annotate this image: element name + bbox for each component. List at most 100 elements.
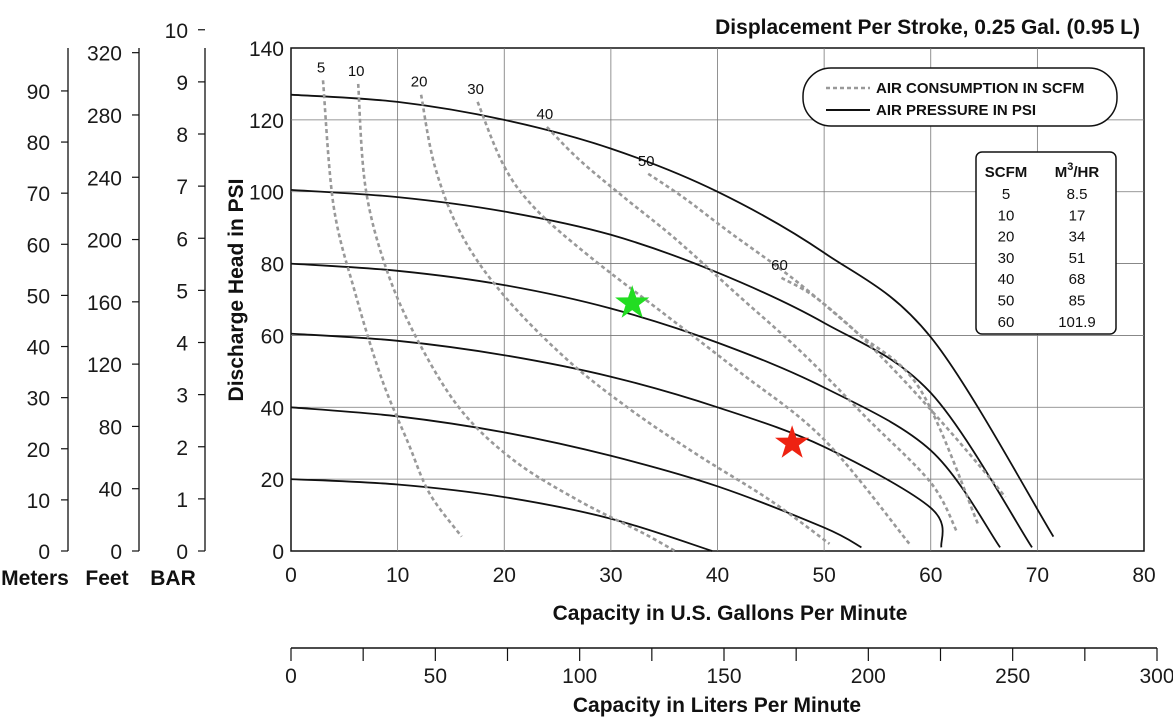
x-tick-label: 10 [386,564,409,587]
red-star-marker [775,425,810,458]
x-tick-label: 0 [285,564,297,587]
y-tick-label: 60 [261,325,284,348]
consumption-curve-label: 20 [411,74,428,91]
y-tick-label: 140 [249,38,284,61]
y-tick-label: 100 [249,182,284,205]
left-scale-tick-label: 90 [27,81,50,104]
x-axis-title: Capacity in U.S. Gallons Per Minute [553,602,908,625]
consumption-curve-label: 30 [467,81,484,98]
table-cell-scfm: 50 [998,293,1015,310]
table-header-scfm: SCFM [985,164,1028,181]
liters-tick-label: 200 [851,665,886,688]
air-pressure-curves [290,93,1055,552]
pressure-curve [290,189,1033,548]
table-cell-scfm: 40 [998,271,1015,288]
left-scale-tick-label: 40 [27,337,50,360]
left-scale-tick-label: 8 [176,124,188,147]
left-scale-tick-label: 50 [27,285,50,308]
left-scale-title: Feet [85,567,128,590]
left-scale-tick-label: 9 [176,72,188,95]
left-scale-tick-label: 120 [87,354,122,377]
table-cell-m3hr: 8.5 [1067,186,1088,203]
table-box [975,151,1117,335]
chart-title: Displacement Per Stroke, 0.25 Gal. (0.95… [715,16,1140,39]
left-scale-title: Meters [1,567,69,590]
left-scale-tick-label: 5 [176,280,188,303]
table-cell-m3hr: 68 [1069,271,1086,288]
pressure-curve [290,478,713,552]
left-scale-tick-label: 30 [27,388,50,411]
y-axis-title: Discharge Head in PSI [225,179,248,402]
table-cell-m3hr: 101.9 [1058,314,1096,331]
left-scale-tick-label: 80 [99,416,122,439]
consumption-curve-label: 40 [537,106,554,123]
left-scale-tick-label: 0 [110,541,122,564]
table-cell-m3hr: 34 [1069,229,1086,246]
consumption-curve [356,83,676,553]
markers [615,285,810,458]
left-scale-tick-label: 70 [27,183,50,206]
left-scale-title: BAR [150,567,196,590]
air-consumption-curves: 5 10 20 30 40 50 60 [317,59,1007,553]
legend-box [802,67,1118,127]
x-tick-label: 20 [493,564,516,587]
left-scale-tick-label: 6 [176,228,188,251]
left-scale-tick-label: 4 [176,333,188,356]
table-cell-m3hr: 17 [1069,207,1086,224]
green-star-marker [615,285,650,318]
consumption-curve-label: 50 [638,153,655,170]
left-scale-tick-label: 60 [27,234,50,257]
y-tick-label: 40 [261,397,284,420]
left-scale-tick-label: 7 [176,176,188,199]
consumption-curve [647,172,980,527]
consumption-curve-label: 5 [317,59,325,76]
left-scale-tick-label: 40 [99,479,122,502]
left-scale-tick-label: 1 [176,489,188,512]
liters-tick-label: 250 [995,665,1030,688]
x-tick-label: 80 [1132,564,1155,587]
consumption-curve [476,101,911,545]
table-header-m3hr: M3/HR [1055,161,1100,181]
left-scale-tick-label: 3 [176,385,188,408]
left-scale-tick-label: 10 [165,20,188,43]
y-tick-label: 0 [272,541,284,564]
y-tick-label: 120 [249,110,284,133]
left-scale-tick-label: 280 [87,105,122,128]
left-scale-tick-label: 160 [87,292,122,315]
liters-tick-label: 300 [1139,665,1173,688]
table-cell-scfm: 5 [1002,186,1010,203]
legend-entry-air-pressure: AIR PRESSURE IN PSI [876,102,1036,119]
left-scale-tick-label: 10 [27,490,50,513]
left-scale-tick-label: 80 [27,132,50,155]
consumption-curve [419,94,831,545]
y-tick-label: 20 [261,469,284,492]
left-scale-tick-label: 2 [176,437,188,460]
table-cell-m3hr: 85 [1069,293,1086,310]
consumption-curve [780,276,1007,498]
x-tick-label: 70 [1026,564,1049,587]
consumption-curve-label: 10 [348,63,365,80]
liters-tick-label: 100 [562,665,597,688]
secondary-x-axis-title: Capacity in Liters Per Minute [573,694,861,717]
consumption-curve-label: 60 [771,257,788,274]
legend-entry-air-consumption: AIR CONSUMPTION IN SCFM [876,80,1084,97]
x-tick-label: 40 [706,564,729,587]
table-cell-m3hr: 51 [1069,250,1086,267]
x-tick-label: 50 [812,564,835,587]
pressure-curve [290,262,1001,548]
table-cell-scfm: 30 [998,250,1015,267]
left-scale-tick-label: 0 [176,541,188,564]
left-scale-tick-label: 320 [87,43,122,66]
left-scale-tick-label: 20 [27,439,50,462]
liters-tick-label: 50 [424,665,447,688]
liters-tick-label: 150 [706,665,741,688]
left-scale-tick-label: 240 [87,167,122,190]
table-cell-scfm: 10 [998,207,1015,224]
legend: AIR CONSUMPTION IN SCFM AIR PRESSURE IN … [802,67,1118,127]
scfm-conversion-table: SCFM M3/HR 5 8.5 10 17 20 34 30 51 40 68 50 85 60 101… [975,151,1117,335]
pressure-curve [290,93,1055,538]
x-tick-label: 60 [919,564,942,587]
left-scale-tick-label: 200 [87,230,122,253]
